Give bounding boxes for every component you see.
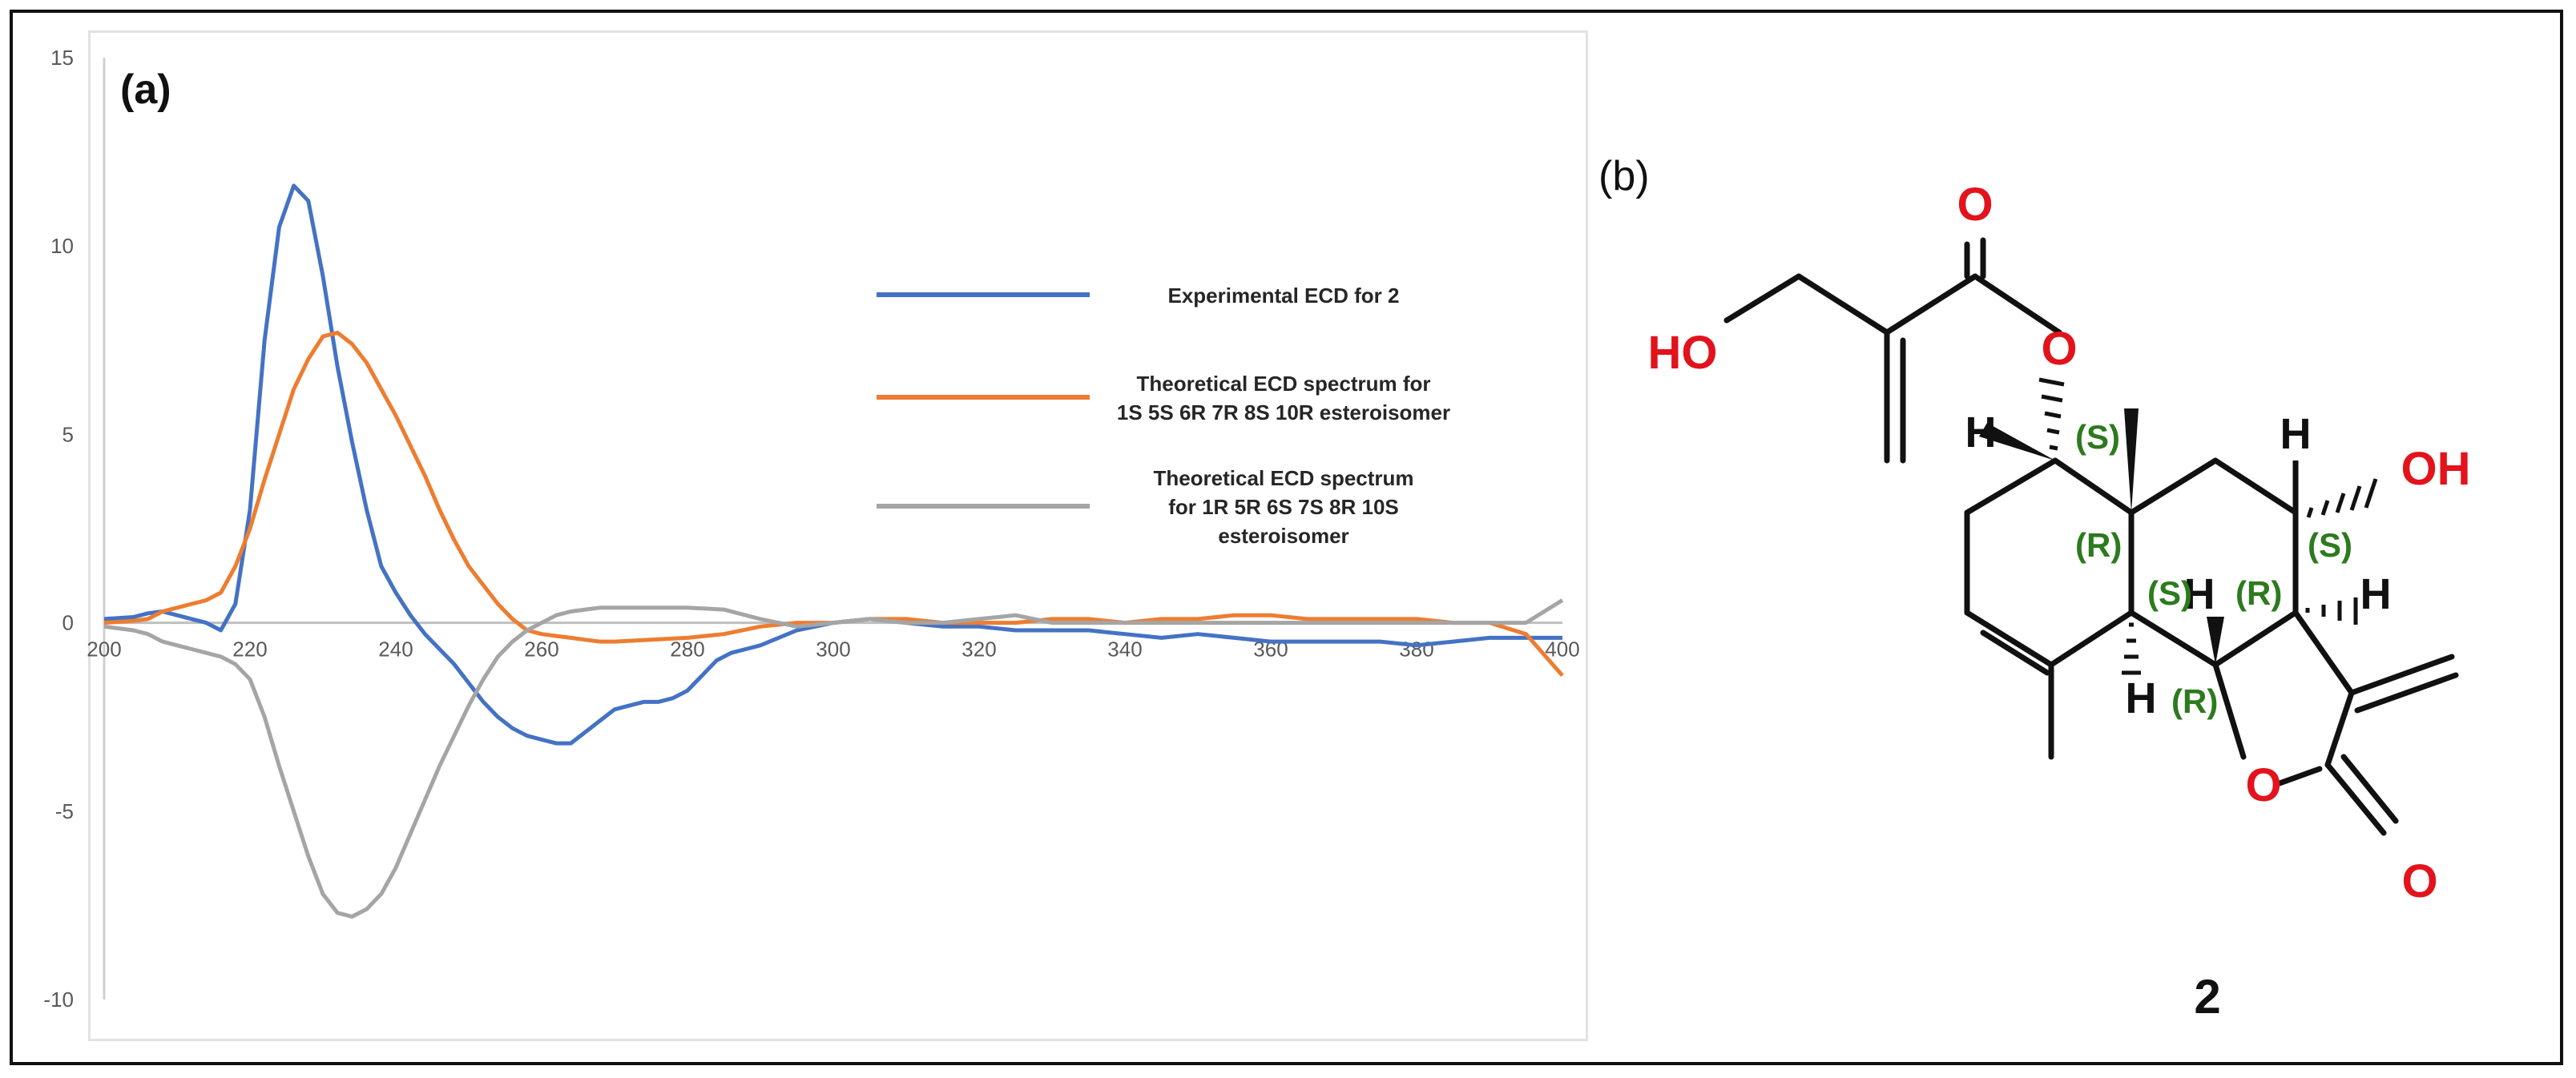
y-tick-label: -10 xyxy=(43,987,74,1012)
y-tick-label: 0 xyxy=(62,611,74,635)
wedge-c1-h xyxy=(1979,423,2055,461)
legend-label-3: for 1R 5R 6S 7S 8R 10S xyxy=(1168,495,1399,519)
series-line-3 xyxy=(103,598,1564,919)
panel-label-b: (b) xyxy=(1598,153,1650,199)
bond-ch2-oh xyxy=(1723,273,1802,324)
series-line-2 xyxy=(103,330,1564,678)
bond-c1-c10 xyxy=(2052,457,2135,516)
hash-c5-h xyxy=(2122,622,2141,675)
x-tick-label: 260 xyxy=(524,638,558,662)
atom-ho: HO xyxy=(1648,327,1718,379)
panel-label-a: (a) xyxy=(120,66,171,113)
series-line-1 xyxy=(103,183,1562,746)
x-tick-label: 220 xyxy=(232,638,267,662)
bond-c6-o xyxy=(2212,662,2247,760)
chart-panel xyxy=(88,30,1588,1041)
bond-c9-c8 xyxy=(2212,457,2299,516)
bond-c6-c5 xyxy=(2128,609,2219,668)
bond-c4-c5 xyxy=(2048,609,2135,668)
stereo-label-c5: (S) xyxy=(2147,574,2192,612)
atom-h-c7: H xyxy=(2360,570,2392,618)
compound-number: 2 xyxy=(2194,970,2220,1017)
x-tick-label: 300 xyxy=(816,638,850,662)
bond-c12-o-b xyxy=(2340,754,2399,824)
x-tick-label: 380 xyxy=(1399,638,1433,662)
x-tick-label: 200 xyxy=(87,638,121,662)
hash-c8-oh xyxy=(2306,478,2378,518)
atom-o-carbonyl: O xyxy=(1957,179,1993,231)
atom-o-ring: O xyxy=(2245,759,2281,811)
bond-c-o-ester xyxy=(1972,273,2062,336)
stereo-label-c8: (R) xyxy=(2235,574,2282,612)
series-layer xyxy=(103,183,1564,919)
bond-c12-o-a xyxy=(2324,762,2387,836)
y-tick-label: 15 xyxy=(50,46,74,70)
atom-o-ester: O xyxy=(2041,323,2077,375)
x-tick-label: 320 xyxy=(961,638,996,662)
molecule-bonds xyxy=(1723,237,2459,836)
legend-label-1: Experimental ECD for 2 xyxy=(1168,284,1400,308)
figure-frame xyxy=(10,10,2563,1065)
legend: Experimental ECD for 2 Theoretical ECD sp… xyxy=(877,284,1450,548)
bond-c3-c4 xyxy=(1964,609,2054,668)
legend-label-3: Theoretical ECD spectrum xyxy=(1153,466,1413,490)
stereo-bonds xyxy=(1979,377,2378,675)
hash-c7-h xyxy=(2305,597,2358,625)
bond-exo-methylene-b xyxy=(2354,672,2459,714)
y-tick-label: -5 xyxy=(55,799,74,823)
legend-label-3: esteroisomer xyxy=(1218,524,1348,548)
stereo-label-c6: (R) xyxy=(2171,682,2218,720)
bond-c10-c9 xyxy=(2128,457,2219,516)
atom-o-lactone: O xyxy=(2401,855,2437,907)
atom-h-c1: H xyxy=(1965,408,1997,457)
wedge-c10-methyl xyxy=(2124,408,2139,513)
bond-c7-c11 xyxy=(2292,609,2355,696)
atom-h-c5: H xyxy=(2126,674,2157,722)
bond-c-calpha xyxy=(1884,273,1978,336)
atom-h-c6: H xyxy=(2184,570,2215,618)
bond-exo-methylene-a xyxy=(2348,654,2455,696)
stereo-label-c7: (S) xyxy=(2308,526,2352,564)
x-tick-label: 340 xyxy=(1107,638,1142,662)
bond-c11-c12 xyxy=(2324,690,2355,768)
legend-label-2: 1S 5S 6R 7R 8S 10R esteroisomer xyxy=(1117,400,1450,424)
molecule-structure: O O HO OH O O H H H H H (S) (R) (S) (S) … xyxy=(1648,179,2471,1017)
wedge-c6-h xyxy=(2207,617,2224,665)
stereo-label-c10: (R) xyxy=(2075,526,2122,564)
hash-c1-o xyxy=(2038,377,2065,451)
x-tick-label: 400 xyxy=(1545,638,1579,662)
atom-h-c8: H xyxy=(2280,410,2312,458)
bond-calpha-ch2 xyxy=(1796,273,1890,336)
bond-c3-c4-double xyxy=(1980,630,2050,676)
bond-o-c12 xyxy=(2276,766,2323,786)
bond-c7-c6 xyxy=(2212,609,2299,668)
bond-c1-c2 xyxy=(1964,457,2058,516)
stereo-label-c1: (S) xyxy=(2075,418,2120,456)
atom-oh: OH xyxy=(2401,443,2471,495)
legend-label-2: Theoretical ECD spectrum for xyxy=(1137,372,1431,396)
x-tick-label: 280 xyxy=(670,638,704,662)
y-tick-label: 10 xyxy=(50,234,74,258)
y-tick-label: 5 xyxy=(62,422,74,446)
x-tick-label: 240 xyxy=(378,638,413,662)
